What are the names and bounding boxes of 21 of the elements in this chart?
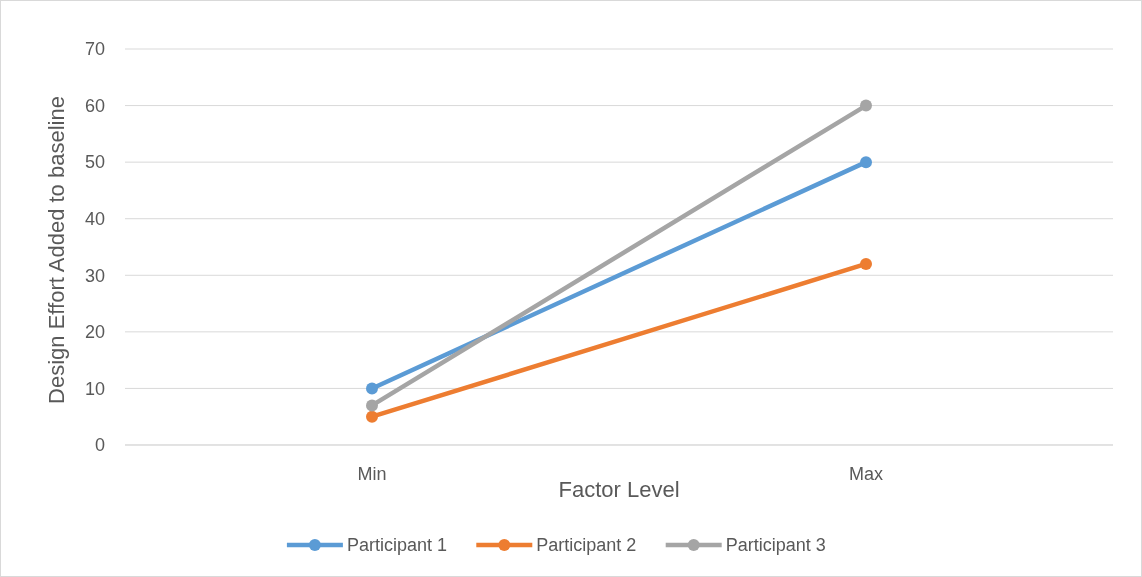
point [860,156,872,169]
y-tick-label: 0 [94,435,105,456]
legend-label: Participant 2 [536,535,637,556]
y-tick-label: 10 [84,378,105,399]
legend-label: Participant 1 [346,535,447,556]
point [366,399,378,412]
point [366,382,378,395]
point [860,257,872,270]
y-tick-label: 40 [84,209,105,230]
x-axis-title: Factor Level [558,477,680,502]
y-tick-label: 50 [84,152,105,173]
point [366,410,378,423]
legend-label: Participant 3 [725,535,826,556]
point [860,99,872,112]
y-tick-label: 20 [84,322,105,343]
y-tick-label: 70 [84,39,105,60]
y-axis-title: Design Effort Added to baseline [44,96,69,404]
y-tick-label: 60 [84,95,105,116]
x-tick-label: Max [848,464,884,484]
x-tick-label: Min [357,464,387,484]
y-tick-label: 30 [84,265,105,286]
